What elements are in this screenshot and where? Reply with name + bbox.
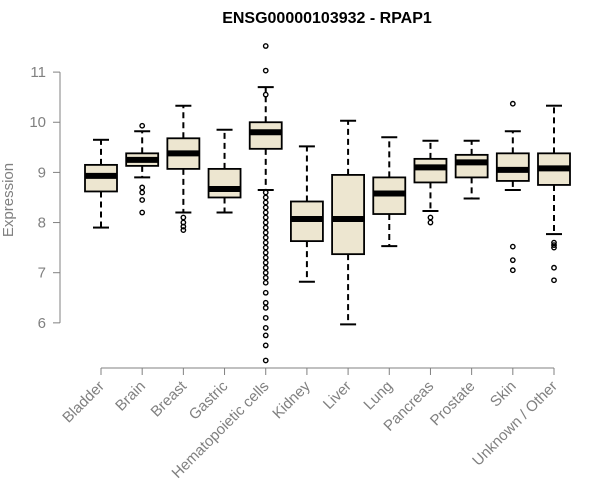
outlier-hematopoietic-cells-25 xyxy=(262,314,269,321)
outlier-hematopoietic-cells-17 xyxy=(262,259,269,266)
outlier-pancreas-1 xyxy=(427,219,434,226)
y-axis-label: Expression xyxy=(0,163,17,237)
outlier-brain-0 xyxy=(139,122,146,129)
iqr-box-liver xyxy=(331,174,365,256)
box-kidney xyxy=(290,145,324,283)
outlier-breast-3 xyxy=(180,227,187,233)
x-tick-label-lung: Lung xyxy=(360,378,396,414)
y-tick-label-6: 6 xyxy=(38,315,46,332)
outlier-hematopoietic-cells-4 xyxy=(262,194,269,201)
outlier-hematopoietic-cells-10 xyxy=(262,224,269,231)
outlier-hematopoietic-cells-29 xyxy=(262,357,269,364)
box-lung xyxy=(372,136,407,248)
outlier-hematopoietic-cells-0 xyxy=(262,43,269,49)
outlier-hematopoietic-cells-19 xyxy=(262,269,269,276)
iqr-box-gastric xyxy=(207,167,242,199)
box-breast xyxy=(166,104,201,233)
outlier-brain-1 xyxy=(139,184,146,191)
x-tick-label-bladder: Bladder xyxy=(59,378,108,427)
outlier-hematopoietic-cells-22 xyxy=(262,289,269,296)
outlier-unknown-other-4 xyxy=(551,277,557,284)
outlier-pancreas-0 xyxy=(427,214,434,221)
box-hematopoietic-cells xyxy=(248,43,283,364)
outlier-hematopoietic-cells-3 xyxy=(262,189,269,196)
y-axis: 6 7 8 9 10 11 xyxy=(29,64,61,332)
outlier-breast-2 xyxy=(180,223,187,230)
outlier-hematopoietic-cells-7 xyxy=(262,209,269,216)
outlier-hematopoietic-cells-15 xyxy=(262,249,269,256)
outlier-hematopoietic-cells-18 xyxy=(262,264,269,271)
outlier-hematopoietic-cells-13 xyxy=(262,239,269,246)
outlier-hematopoietic-cells-11 xyxy=(262,229,269,236)
y-tick-label-11: 11 xyxy=(30,64,46,81)
chart-title: ENSG00000103932 - RPAP1 xyxy=(222,10,432,27)
box-bladder xyxy=(84,138,118,229)
x-tick-label-brain: Brain xyxy=(112,378,149,415)
outlier-hematopoietic-cells-8 xyxy=(262,214,269,221)
iqr-box-prostate xyxy=(454,153,489,179)
outlier-hematopoietic-cells-26 xyxy=(262,324,269,331)
outlier-hematopoietic-cells-5 xyxy=(262,199,269,206)
outlier-unknown-other-1 xyxy=(551,242,557,249)
outlier-hematopoietic-cells-12 xyxy=(262,234,269,241)
outlier-unknown-other-2 xyxy=(551,244,557,251)
box-skin xyxy=(495,100,530,274)
outlier-skin-1 xyxy=(509,243,516,250)
outlier-hematopoietic-cells-27 xyxy=(262,332,269,339)
outlier-unknown-other-3 xyxy=(551,264,557,271)
iqr-box-pancreas xyxy=(413,157,448,184)
x-tick-label-breast: Breast xyxy=(148,377,191,420)
outlier-brain-2 xyxy=(139,189,146,196)
outlier-skin-0 xyxy=(509,100,516,107)
box-unknown-other xyxy=(537,104,571,284)
x-tick-label-prostate: Prostate xyxy=(427,378,479,430)
iqr-box-hematopoietic-cells xyxy=(248,121,283,150)
outlier-hematopoietic-cells-6 xyxy=(262,204,269,211)
outlier-hematopoietic-cells-14 xyxy=(262,244,269,251)
box-prostate xyxy=(454,139,489,200)
box-pancreas xyxy=(413,139,448,226)
box-gastric xyxy=(207,128,242,214)
y-tick-label-8: 8 xyxy=(38,215,46,232)
outlier-brain-4 xyxy=(139,209,146,216)
box-brain xyxy=(125,122,160,216)
x-tick-label-skin: Skin xyxy=(487,378,520,411)
outlier-hematopoietic-cells-2 xyxy=(262,91,269,98)
outlier-hematopoietic-cells-23 xyxy=(262,299,269,306)
x-tick-label-kidney: Kidney xyxy=(269,377,314,422)
y-tick-label-10: 10 xyxy=(29,114,46,131)
outlier-skin-2 xyxy=(509,257,516,264)
box-liver xyxy=(331,119,365,326)
outlier-hematopoietic-cells-24 xyxy=(262,304,269,311)
y-tick-label-7: 7 xyxy=(38,265,46,282)
y-tick-label-9: 9 xyxy=(38,164,46,181)
outlier-breast-0 xyxy=(180,214,187,221)
outlier-hematopoietic-cells-20 xyxy=(262,274,269,281)
x-tick-label-liver: Liver xyxy=(320,378,355,413)
outlier-hematopoietic-cells-21 xyxy=(262,279,269,286)
outlier-hematopoietic-cells-16 xyxy=(262,254,269,261)
outlier-skin-3 xyxy=(509,267,516,274)
boxes-group xyxy=(84,43,571,364)
outlier-brain-3 xyxy=(139,197,146,203)
outlier-hematopoietic-cells-9 xyxy=(262,219,269,226)
outlier-hematopoietic-cells-1 xyxy=(262,67,269,74)
outlier-hematopoietic-cells-28 xyxy=(262,342,269,349)
